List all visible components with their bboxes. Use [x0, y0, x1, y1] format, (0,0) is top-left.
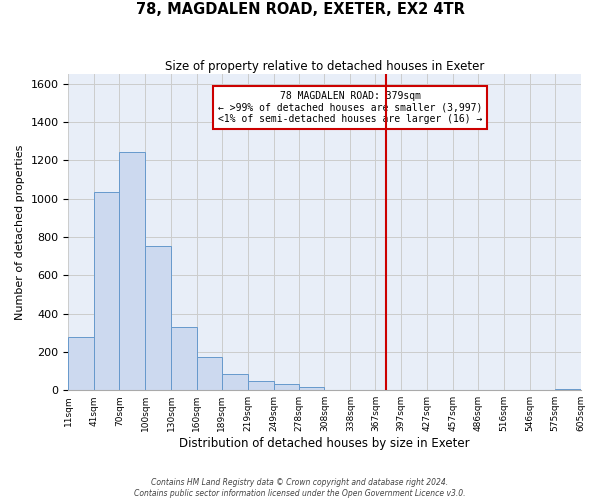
- Text: 78 MAGDALEN ROAD: 379sqm
← >99% of detached houses are smaller (3,997)
<1% of se: 78 MAGDALEN ROAD: 379sqm ← >99% of detac…: [218, 91, 482, 124]
- Bar: [274, 384, 299, 390]
- Bar: [171, 327, 197, 390]
- X-axis label: Distribution of detached houses by size in Exeter: Distribution of detached houses by size …: [179, 437, 470, 450]
- Bar: [94, 192, 119, 390]
- Text: Contains HM Land Registry data © Crown copyright and database right 2024.
Contai: Contains HM Land Registry data © Crown c…: [134, 478, 466, 498]
- Bar: [145, 246, 171, 390]
- Y-axis label: Number of detached properties: Number of detached properties: [15, 144, 25, 320]
- Title: Size of property relative to detached houses in Exeter: Size of property relative to detached ho…: [165, 60, 484, 73]
- Bar: [197, 356, 222, 390]
- Bar: [222, 374, 248, 390]
- Bar: [299, 388, 325, 390]
- Text: 78, MAGDALEN ROAD, EXETER, EX2 4TR: 78, MAGDALEN ROAD, EXETER, EX2 4TR: [136, 2, 464, 18]
- Bar: [119, 152, 145, 390]
- Bar: [68, 336, 94, 390]
- Bar: [248, 380, 274, 390]
